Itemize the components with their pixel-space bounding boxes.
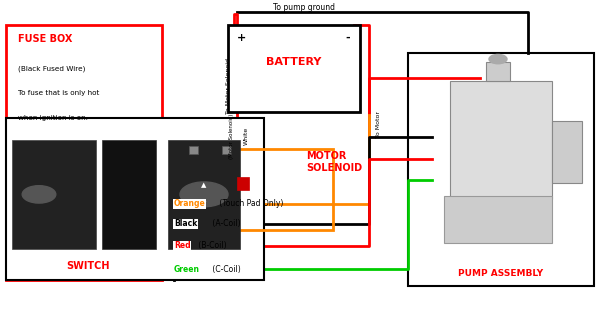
Text: PUMP ASSEMBLY: PUMP ASSEMBLY xyxy=(458,269,544,278)
Bar xyxy=(102,140,156,249)
Text: when ignition is on.: when ignition is on. xyxy=(18,115,88,121)
Text: (Motor Solenoid): (Motor Solenoid) xyxy=(229,114,233,159)
Text: To Motor: To Motor xyxy=(376,111,380,138)
Text: Red: Red xyxy=(174,241,191,250)
Bar xyxy=(228,25,360,112)
Bar xyxy=(12,140,96,249)
Bar xyxy=(450,81,552,199)
Text: White: White xyxy=(244,127,248,145)
Bar xyxy=(6,118,264,280)
Bar xyxy=(552,121,582,183)
Circle shape xyxy=(22,186,56,203)
Bar xyxy=(486,62,510,81)
Bar xyxy=(174,149,333,230)
Text: ▼: ▼ xyxy=(202,201,206,207)
Text: To Motor Solenoid: To Motor Solenoid xyxy=(226,58,230,114)
Bar xyxy=(180,154,237,196)
Bar xyxy=(168,140,240,249)
Bar xyxy=(444,196,552,243)
Circle shape xyxy=(180,182,228,207)
Text: (Touch Pad Only): (Touch Pad Only) xyxy=(217,199,284,208)
Text: Black: Black xyxy=(174,220,197,228)
Text: SWITCH: SWITCH xyxy=(66,261,110,271)
Text: MOTOR
SOLENOID: MOTOR SOLENOID xyxy=(306,151,362,173)
Circle shape xyxy=(489,54,507,64)
Bar xyxy=(189,146,198,154)
Text: To pump ground: To pump ground xyxy=(273,3,335,12)
Text: -: - xyxy=(345,33,350,43)
Text: Orange: Orange xyxy=(174,199,206,208)
Text: To fuse that is only hot: To fuse that is only hot xyxy=(18,90,100,96)
Text: ▲: ▲ xyxy=(202,182,206,188)
Text: BATTERY: BATTERY xyxy=(266,57,322,67)
Bar xyxy=(237,177,249,190)
Text: (Black Fused Wire): (Black Fused Wire) xyxy=(18,65,85,72)
Text: (C-Coil): (C-Coil) xyxy=(210,265,241,273)
Text: (A-Coil): (A-Coil) xyxy=(210,220,241,228)
Bar xyxy=(222,146,231,154)
Text: FUSE BOX: FUSE BOX xyxy=(18,34,73,44)
Bar xyxy=(408,53,594,286)
Text: +: + xyxy=(237,33,246,43)
Bar xyxy=(6,25,162,280)
Text: (B-Coil): (B-Coil) xyxy=(196,241,226,250)
Text: Green: Green xyxy=(174,265,200,273)
